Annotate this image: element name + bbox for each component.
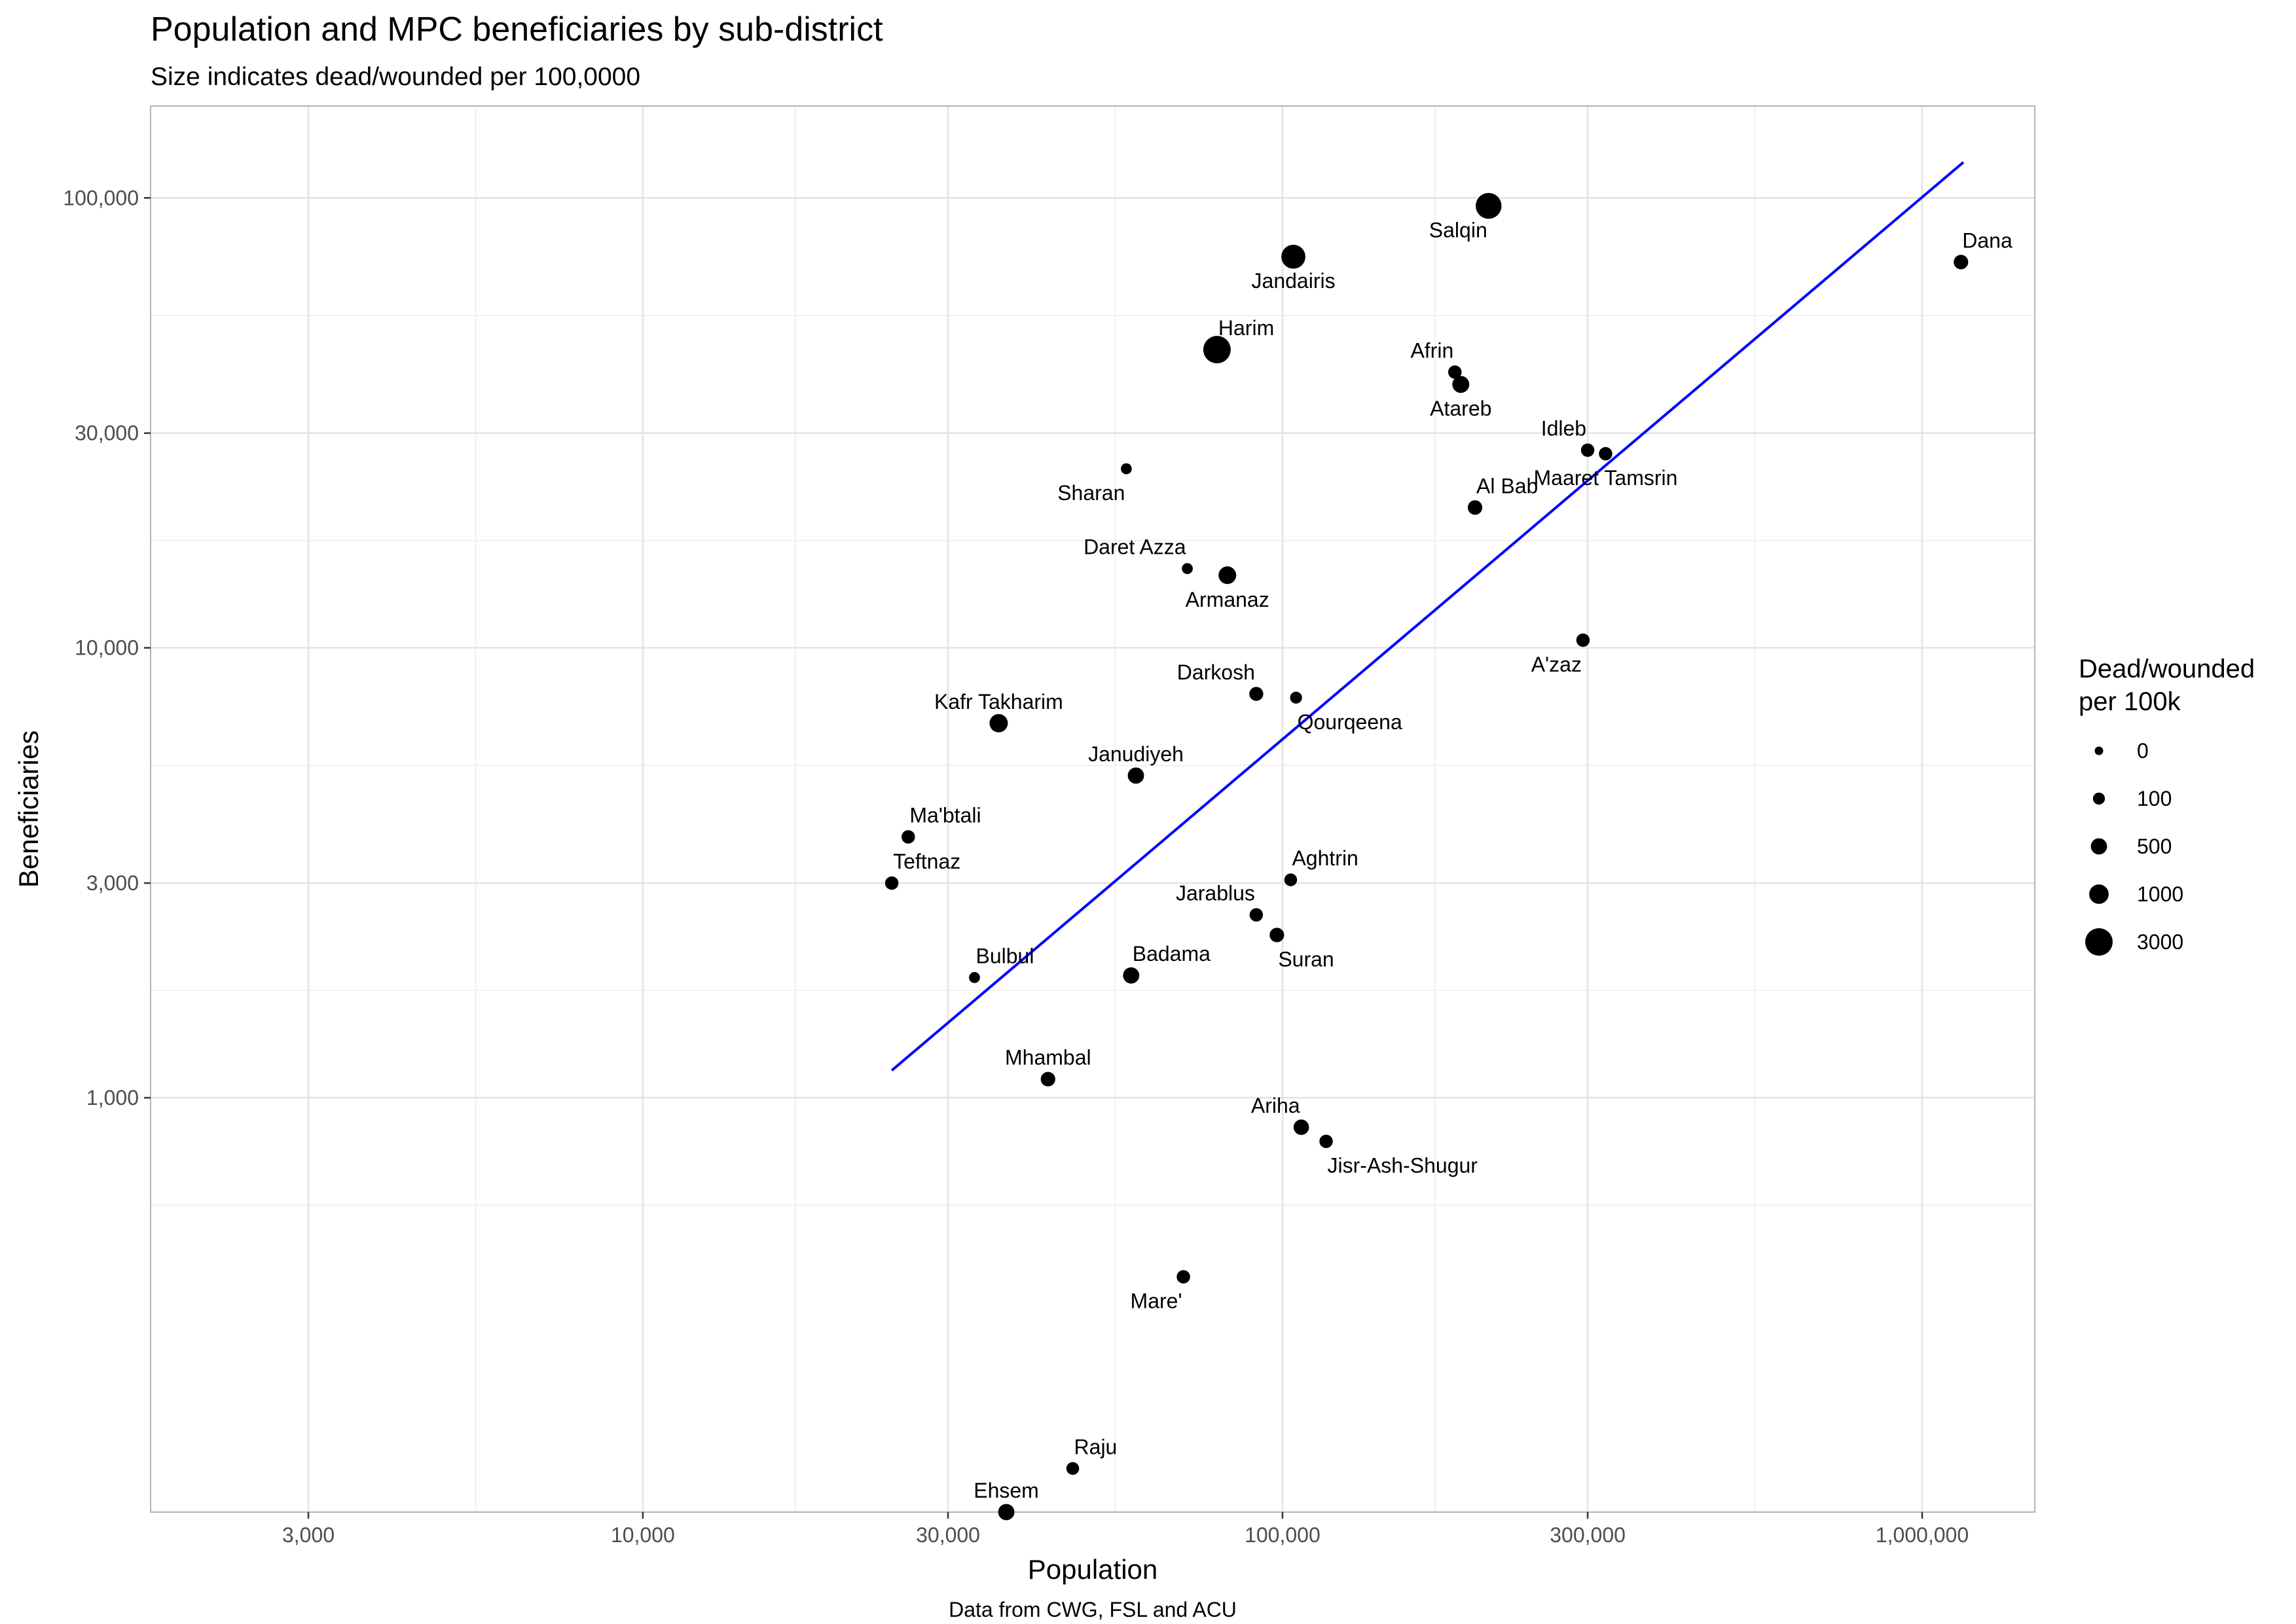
data-label: Jisr-Ash-Shugur (1328, 1154, 1478, 1178)
legend-key-dot (2094, 746, 2104, 755)
data-point (1293, 1119, 1309, 1135)
data-point (1576, 633, 1590, 647)
data-label: Dana (1962, 228, 2013, 252)
data-point (989, 713, 1008, 732)
legend-key-dot (2090, 838, 2107, 855)
data-point (1121, 463, 1132, 475)
data-point (1599, 446, 1613, 461)
legend-key-label: 0 (2137, 739, 2149, 763)
plot-panel-border (150, 105, 2035, 1513)
data-label: Daret Azza (1084, 535, 1186, 559)
legend-key-dot (2092, 792, 2105, 805)
data-label: Badama (1133, 942, 1211, 965)
data-point (902, 830, 915, 844)
chart-caption: Data from CWG, FSL and ACU (949, 1598, 1237, 1621)
grid-minor (151, 106, 2035, 1512)
legend-key-label: 3000 (2137, 930, 2183, 954)
legend-title-line-1: Dead/wounded (2079, 655, 2255, 683)
data-point (1040, 1072, 1055, 1087)
data-point (1249, 687, 1264, 701)
data-label: Ariha (1251, 1094, 1300, 1117)
data-label: Jandairis (1252, 269, 1336, 293)
legend-key-label: 100 (2137, 787, 2172, 810)
data-label: Al Bab (1476, 474, 1538, 497)
data-label: Kafr Takharim (934, 690, 1063, 713)
y-tick-label: 1,000 (86, 1086, 139, 1110)
x-axis-title: Population (1028, 1554, 1158, 1585)
data-label: Maaret Tamsrin (1534, 466, 1678, 490)
legend: Dead/wounded per 100k 0 100 500 1000 3000 (2079, 655, 2255, 956)
data-point (1249, 908, 1264, 922)
data-point (1182, 563, 1193, 575)
x-tick-label: 30,000 (916, 1523, 980, 1547)
data-label: Atareb (1430, 397, 1491, 420)
data-point (1176, 1270, 1190, 1284)
data-label: Janudiyeh (1088, 742, 1184, 766)
data-label: Ehsem (974, 1479, 1039, 1502)
data-label: Salqin (1429, 218, 1487, 242)
data-label: Mhambal (1005, 1046, 1091, 1070)
data-label: Afrin (1410, 338, 1453, 362)
data-labels: Dana Salqin Jandairis Harim Afrin Atareb Idleb… (893, 218, 2013, 1502)
data-point (1284, 873, 1298, 886)
data-point (1448, 365, 1462, 379)
data-label: A'zaz (1531, 653, 1582, 676)
data-label: Ma'btali (909, 804, 981, 827)
legend-key-label: 500 (2137, 835, 2172, 858)
y-tick-label: 30,000 (75, 422, 139, 445)
data-label: Idleb (1541, 417, 1586, 441)
data-point (1269, 928, 1285, 943)
data-point (1475, 192, 1502, 219)
data-point (1580, 443, 1595, 457)
legend-key-label: 1000 (2137, 882, 2183, 906)
data-label: Harim (1218, 316, 1274, 340)
data-label: Sharan (1057, 481, 1125, 505)
data-point (1452, 376, 1470, 393)
data-point (1290, 691, 1302, 704)
data-point (969, 972, 980, 983)
data-label: Suran (1278, 947, 1334, 971)
x-tick-label: 100,000 (1245, 1523, 1321, 1547)
y-axis-ticks: 1,000 3,000 10,000 30,000 100,000 (63, 186, 151, 1110)
y-tick-label: 10,000 (75, 636, 139, 660)
data-point (1127, 767, 1144, 784)
legend-keys: 0 100 500 1000 3000 (2085, 739, 2183, 956)
data-point (1123, 967, 1140, 984)
y-tick-label: 100,000 (63, 186, 139, 209)
x-tick-label: 1,000,000 (1876, 1523, 1969, 1547)
y-tick-label: 3,000 (86, 871, 139, 895)
trend-line (890, 161, 1965, 1072)
data-point (1218, 566, 1237, 585)
x-axis-ticks: 3,000 10,000 30,000 100,000 300,000 1,000,000 (282, 1512, 1969, 1547)
legend-key-dot (2085, 928, 2113, 956)
data-point (1319, 1134, 1333, 1148)
grid-major (151, 106, 2035, 1512)
data-label: Bulbul (975, 944, 1034, 967)
data-label: Armanaz (1186, 588, 1269, 611)
data-point (1954, 255, 1969, 270)
x-tick-label: 3,000 (282, 1523, 335, 1547)
legend-title-line-2: per 100k (2079, 687, 2181, 716)
data-label: Raju (1074, 1435, 1118, 1458)
data-point (1281, 244, 1305, 269)
data-point (884, 876, 899, 890)
data-label: Jarablus (1176, 882, 1255, 905)
data-label: Qourqeena (1298, 710, 1402, 734)
data-points (884, 192, 1969, 1521)
data-point (1467, 500, 1483, 515)
chart-title: Population and MPC beneficiaries by sub-… (151, 10, 883, 48)
data-point (1203, 336, 1231, 364)
data-point (998, 1504, 1015, 1521)
data-point (1066, 1462, 1080, 1475)
chart-subtitle: Size indicates dead/wounded per 100,0000 (151, 63, 640, 91)
x-tick-label: 300,000 (1550, 1523, 1626, 1547)
legend-key-dot (2089, 884, 2109, 904)
data-label: Darkosh (1177, 660, 1255, 684)
data-label: Teftnaz (893, 850, 960, 873)
y-axis-title: Beneficiaries (13, 731, 44, 888)
data-label: Aghtrin (1292, 846, 1358, 870)
x-tick-label: 10,000 (611, 1523, 675, 1547)
data-label: Mare' (1131, 1290, 1182, 1313)
